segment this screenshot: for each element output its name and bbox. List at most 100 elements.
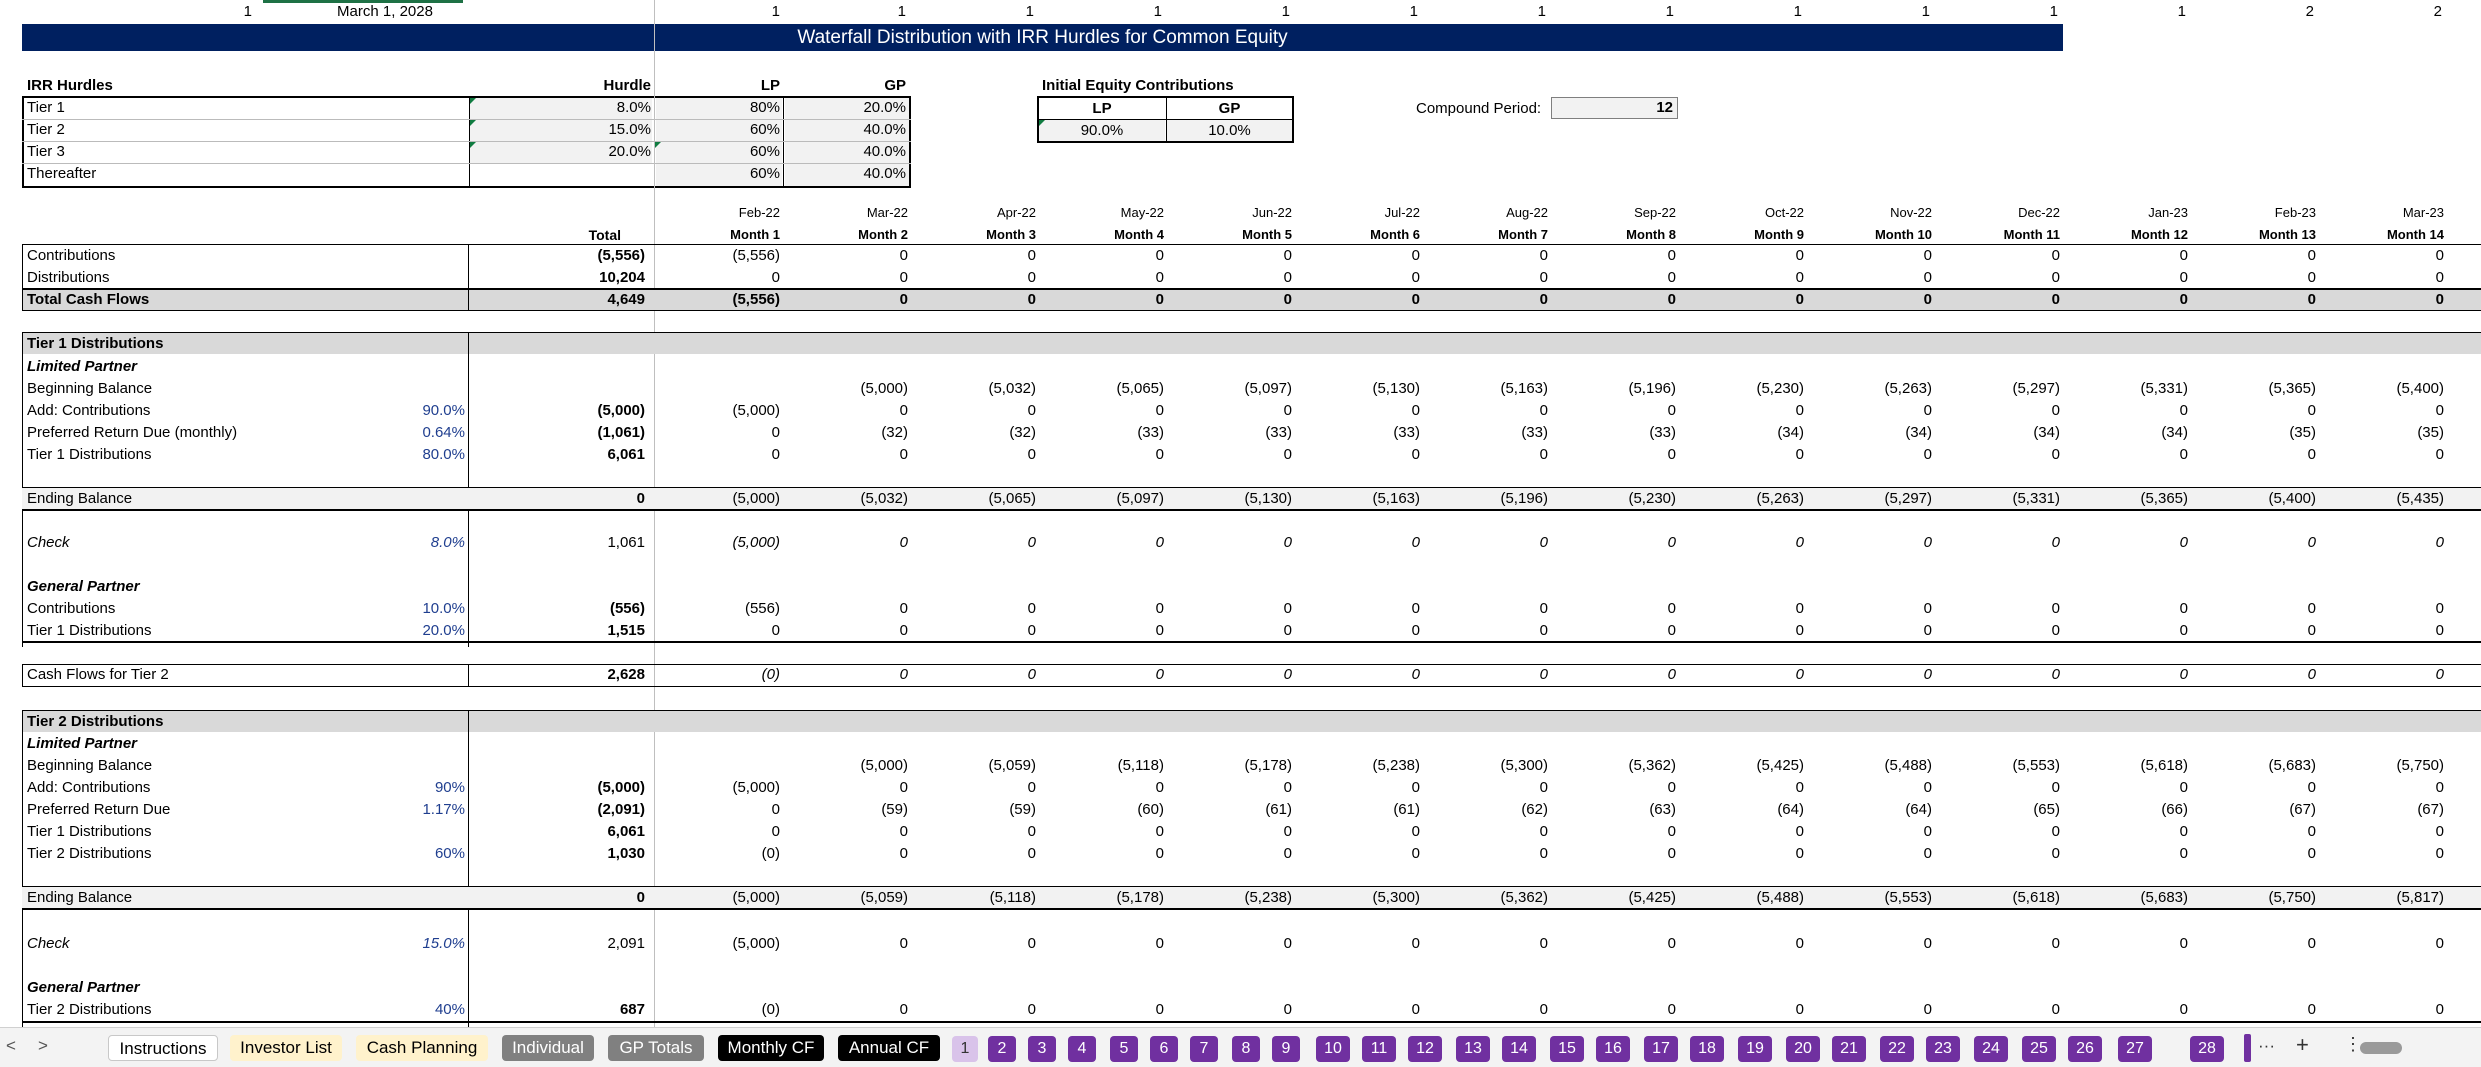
row-value-cell[interactable]: (5,178) <box>1244 757 1292 774</box>
init-lp-value[interactable]: 90.0% <box>1080 122 1124 139</box>
row-value-cell[interactable]: (5,118) <box>1117 757 1164 774</box>
row-value-cell[interactable]: 0 <box>2179 269 2188 286</box>
row-value-cell[interactable]: 0 <box>1411 622 1420 639</box>
row-value-cell[interactable]: 0 <box>771 823 780 840</box>
top-flag-cell[interactable]: 1 <box>1153 3 1162 20</box>
irr-gp-value[interactable]: 40.0% <box>863 121 906 138</box>
row-value-cell[interactable]: 0 <box>1155 534 1164 551</box>
row-value-cell[interactable]: 0 <box>1411 402 1420 419</box>
row-value-cell[interactable]: 0 <box>1795 269 1804 286</box>
row-value-cell[interactable]: (5,178) <box>1116 889 1164 906</box>
row-value-cell[interactable]: 0 <box>2435 845 2444 862</box>
row-value-cell[interactable]: 0 <box>771 446 780 463</box>
row-value-cell[interactable]: 0 <box>1539 402 1548 419</box>
row-value-cell[interactable]: 0 <box>2179 845 2188 862</box>
row-value-cell[interactable]: 0 <box>1027 269 1036 286</box>
irr-lp-value[interactable]: 60% <box>749 143 780 160</box>
row-value-cell[interactable]: (5,297) <box>1884 490 1932 507</box>
row-value-cell[interactable]: (60) <box>1137 801 1164 818</box>
row-value-cell[interactable]: (33) <box>1265 424 1292 441</box>
row-value-cell[interactable]: 0 <box>2307 291 2316 308</box>
row-value-cell[interactable]: (5,032) <box>860 490 908 507</box>
numbered-sheet-tab[interactable]: 18 <box>1690 1036 1724 1062</box>
row-value-cell[interactable]: 0 <box>2051 534 2060 551</box>
row-value-cell[interactable]: 0 <box>2051 666 2060 683</box>
row-value-cell[interactable]: (556) <box>744 600 780 617</box>
row-value-cell[interactable]: 0 <box>1667 446 1676 463</box>
row-value-cell[interactable]: 0 <box>899 247 908 264</box>
row-value-cell[interactable]: 0 <box>2179 779 2188 796</box>
top-flag-cell[interactable]: 1 <box>2177 3 2186 20</box>
row-value-cell[interactable]: 0 <box>2307 1001 2316 1018</box>
row-value-cell[interactable]: (5,362) <box>1500 889 1548 906</box>
row-value-cell[interactable]: 0 <box>1027 845 1036 862</box>
numbered-sheet-tab[interactable]: 8 <box>1232 1036 1260 1062</box>
top-flag-cell[interactable]: 1 <box>1921 3 1930 20</box>
row-value-cell[interactable]: 0 <box>2051 935 2060 952</box>
row-value-cell[interactable]: 0 <box>899 600 908 617</box>
row-value-cell[interactable]: (5,065) <box>988 490 1036 507</box>
row-percent[interactable]: 10.0% <box>422 600 465 617</box>
row-value-cell[interactable]: 0 <box>1283 600 1292 617</box>
row-value-cell[interactable]: 0 <box>1795 666 1804 683</box>
row-value-cell[interactable]: (5,238) <box>1372 757 1420 774</box>
row-value-cell[interactable]: (5,238) <box>1244 889 1292 906</box>
row-value-cell[interactable]: (5,618) <box>2140 757 2188 774</box>
row-value-cell[interactable]: 0 <box>1411 1001 1420 1018</box>
row-value-cell[interactable]: (5,263) <box>1884 380 1932 397</box>
horizontal-scrollbar-thumb[interactable] <box>2360 1042 2402 1054</box>
numbered-sheet-tab[interactable]: 4 <box>1068 1036 1096 1062</box>
row-value-cell[interactable]: 0 <box>1411 845 1420 862</box>
row-value-cell[interactable]: 0 <box>1923 823 1932 840</box>
row-value-cell[interactable]: 0 <box>1027 666 1036 683</box>
row-value-cell[interactable]: (59) <box>1009 801 1036 818</box>
row-value-cell[interactable]: 0 <box>1411 446 1420 463</box>
row-value-cell[interactable]: 0 <box>1923 935 1932 952</box>
add-sheet-button[interactable]: + <box>2296 1032 2309 1057</box>
row-value-cell[interactable]: (5,130) <box>1244 490 1292 507</box>
row-value-cell[interactable]: 0 <box>899 402 908 419</box>
tab-partial[interactable] <box>2244 1034 2251 1062</box>
row-value-cell[interactable]: 0 <box>2179 935 2188 952</box>
row-value-cell[interactable]: (5,059) <box>988 757 1036 774</box>
row-value-cell[interactable]: (35) <box>2289 424 2316 441</box>
row-value-cell[interactable]: 0 <box>2435 291 2444 308</box>
row-value-cell[interactable]: 0 <box>899 622 908 639</box>
row-value-cell[interactable]: 0 <box>1667 779 1676 796</box>
row-value-cell[interactable]: (5,059) <box>860 889 908 906</box>
row-value-cell[interactable]: (5,163) <box>1500 380 1548 397</box>
row-value-cell[interactable]: 0 <box>1411 779 1420 796</box>
row-value-cell[interactable]: 0 <box>1027 402 1036 419</box>
numbered-sheet-tab[interactable]: 3 <box>1028 1036 1056 1062</box>
row-value-cell[interactable]: 0 <box>1283 935 1292 952</box>
numbered-sheet-tab[interactable]: 25 <box>2022 1036 2056 1062</box>
row-value-cell[interactable]: (5,097) <box>1116 490 1164 507</box>
row-value-cell[interactable]: 0 <box>2051 291 2060 308</box>
row-value-cell[interactable]: 0 <box>2307 534 2316 551</box>
row-value-cell[interactable]: (64) <box>1905 801 1932 818</box>
row-percent[interactable]: 20.0% <box>422 622 465 639</box>
row-value-cell[interactable]: (5,553) <box>2012 757 2060 774</box>
row-value-cell[interactable]: (0) <box>761 666 780 683</box>
row-value-cell[interactable]: 0 <box>2179 291 2188 308</box>
row-value-cell[interactable]: (5,553) <box>1884 889 1932 906</box>
row-value-cell[interactable]: (66) <box>2161 801 2188 818</box>
row-value-cell[interactable]: 0 <box>1027 622 1036 639</box>
sheet-tab[interactable]: Cash Planning <box>356 1035 488 1061</box>
row-value-cell[interactable]: (33) <box>1521 424 1548 441</box>
row-percent[interactable]: 8.0% <box>430 534 465 551</box>
row-value-cell[interactable]: 0 <box>1283 622 1292 639</box>
row-value-cell[interactable]: 0 <box>2307 935 2316 952</box>
sheet-options-menu-icon[interactable]: ⋮ <box>2344 1034 2362 1054</box>
row-value-cell[interactable]: 0 <box>899 666 908 683</box>
row-value-cell[interactable]: (5,000) <box>860 380 908 397</box>
row-value-cell[interactable]: (5,097) <box>1244 380 1292 397</box>
row-value-cell[interactable]: (61) <box>1265 801 1292 818</box>
row-value-cell[interactable]: 0 <box>1795 1001 1804 1018</box>
numbered-sheet-tab[interactable]: 21 <box>1832 1036 1866 1062</box>
sheet-tab[interactable]: Annual CF <box>838 1035 940 1061</box>
row-value-cell[interactable]: 0 <box>1155 1001 1164 1018</box>
row-value-cell[interactable]: 0 <box>2307 446 2316 463</box>
row-value-cell[interactable]: 0 <box>1539 534 1548 551</box>
row-value-cell[interactable]: 0 <box>899 446 908 463</box>
